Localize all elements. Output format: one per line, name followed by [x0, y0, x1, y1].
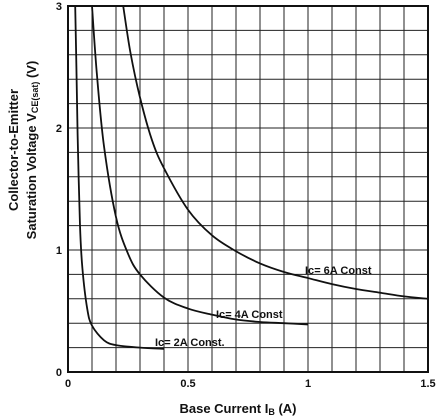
series-line-1 [74, 5, 165, 350]
y-axis-title-line2: Saturation Voltage VCE(sat) (V) [24, 61, 40, 240]
series [74, 5, 429, 350]
plot-frame [67, 5, 429, 373]
x-tick-label: 1.5 [420, 378, 435, 390]
x-tick-label: 0.5 [180, 378, 195, 390]
y-tick-label: 1 [56, 245, 62, 257]
curve-label-1: Ic= 6A Const [305, 265, 372, 277]
y-tick-label: 2 [56, 123, 62, 135]
x-tick-label: 0 [65, 378, 71, 390]
axes: 0 0.5 1 1.5 0 1 2 3 [56, 1, 436, 390]
y-tick-label: 3 [56, 1, 62, 13]
x-axis-title: Base Current IB (A) [179, 401, 296, 417]
curve-label-3: Ic= 2A Const. [155, 337, 225, 349]
y-axis-title: Collector-to-Emitter Saturation Voltage … [6, 61, 40, 240]
curve-label-2: Ic= 4A Const [216, 309, 283, 321]
x-tick-label: 1 [305, 378, 311, 390]
y-axis-title-line1: Collector-to-Emitter [6, 89, 21, 211]
series-line-2 [91, 5, 309, 326]
curve-labels: Ic= 6A Const Ic= 4A Const Ic= 2A Const. [155, 265, 372, 349]
grid [67, 5, 429, 373]
series-line-3 [122, 5, 429, 300]
y-tick-label: 0 [56, 367, 62, 379]
